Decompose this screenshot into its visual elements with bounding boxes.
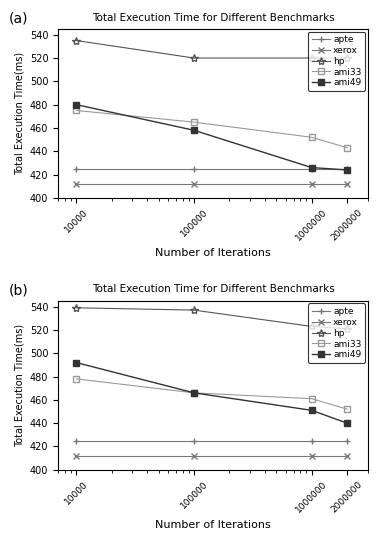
ami33 [310,134,314,141]
ami33 [74,107,78,114]
apte [74,166,78,172]
hp [74,305,78,311]
hp [345,326,349,332]
xerox [74,181,78,187]
ami49 [310,407,314,413]
xerox [345,181,349,187]
Line: ami33: ami33 [74,108,350,150]
apte [310,166,314,172]
Line: hp: hp [72,36,351,62]
xerox [192,181,196,187]
Title: Total Execution Time for Different Benchmarks: Total Execution Time for Different Bench… [92,285,334,294]
Text: (a): (a) [9,11,28,25]
ami33 [345,406,349,412]
xerox [310,453,314,459]
xerox [74,453,78,459]
ami49 [192,390,196,396]
ami49 [74,359,78,366]
apte [192,438,196,444]
hp [192,307,196,313]
Line: ami49: ami49 [74,102,350,173]
apte [192,166,196,172]
ami49 [310,164,314,171]
Text: (b): (b) [9,283,28,298]
Line: ami49: ami49 [74,360,350,426]
hp [74,37,78,44]
X-axis label: Number of Iterations: Number of Iterations [155,248,271,258]
Line: xerox: xerox [73,181,351,187]
ami33 [345,144,349,151]
Legend: apte, xerox, hp, ami33, ami49: apte, xerox, hp, ami33, ami49 [308,31,365,91]
Line: apte: apte [73,437,351,444]
xerox [310,181,314,187]
apte [345,438,349,444]
apte [310,438,314,444]
apte [74,438,78,444]
Y-axis label: Total Execution Time(ms): Total Execution Time(ms) [14,52,24,175]
hp [310,323,314,329]
ami33 [74,375,78,382]
hp [192,55,196,61]
xerox [345,453,349,459]
Line: xerox: xerox [73,452,351,459]
Line: hp: hp [72,304,351,333]
ami49 [74,101,78,108]
ami49 [192,127,196,134]
Title: Total Execution Time for Different Benchmarks: Total Execution Time for Different Bench… [92,12,334,23]
Legend: apte, xerox, hp, ami33, ami49: apte, xerox, hp, ami33, ami49 [308,304,365,363]
ami33 [310,395,314,402]
ami33 [192,119,196,126]
apte [345,166,349,172]
xerox [192,453,196,459]
Line: apte: apte [73,166,351,172]
ami49 [345,167,349,173]
ami33 [192,390,196,396]
Y-axis label: Total Execution Time(ms): Total Execution Time(ms) [14,324,24,447]
Line: ami33: ami33 [74,376,350,412]
ami49 [345,420,349,426]
hp [310,55,314,61]
hp [345,55,349,61]
X-axis label: Number of Iterations: Number of Iterations [155,520,271,530]
